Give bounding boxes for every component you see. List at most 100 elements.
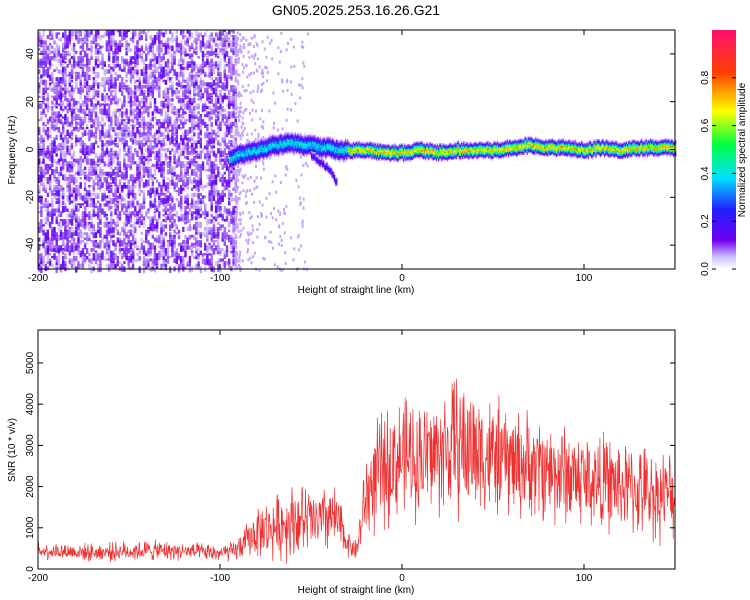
spectrogram-signal-cell (254, 145, 256, 148)
spectrogram-noise-cell (182, 261, 185, 264)
spectrogram-noise-cell (158, 111, 161, 114)
spectrogram-noise-cell (92, 232, 95, 237)
spectrogram-noise-cell (223, 48, 226, 54)
spectrogram-noise-cell (234, 228, 237, 232)
spectrogram-noise-cell (140, 219, 143, 225)
spectrogram-noise-cell (53, 169, 56, 174)
spectrogram-noise-cell (162, 213, 165, 217)
spectrogram-noise-cell (107, 29, 111, 37)
spectrogram-signal-cell (255, 161, 257, 164)
spectrogram-signal-cell (253, 140, 255, 142)
spectrogram-noise-cell (42, 203, 45, 208)
spectrogram-noise-cell (125, 150, 128, 154)
spectrogram-noise-cell (180, 85, 183, 88)
spectrogram-noise-cell (99, 213, 102, 220)
spectrogram-noise-cell (142, 82, 146, 89)
spectrogram-noise-cell (59, 171, 63, 177)
spectrogram-noise-cell (219, 192, 222, 200)
spectrogram-noise-cell (193, 200, 196, 206)
spectrogram-noise-cell (64, 229, 67, 235)
spectrogram-noise-cell (303, 64, 306, 68)
spectrogram-noise-cell (210, 77, 213, 81)
spectrogram-noise-cell (236, 128, 239, 132)
spectrogram-noise-cell (239, 137, 242, 141)
spectrogram-signal-cell (231, 159, 233, 161)
spectrogram-noise-cell (290, 65, 293, 69)
spectrogram-noise-cell (97, 221, 100, 228)
spectrogram-noise-cell (46, 87, 50, 90)
spectrogram-noise-cell (140, 174, 143, 179)
spectrogram-noise-cell (186, 177, 189, 184)
spectrogram-noise-cell (184, 205, 187, 213)
spectrogram-noise-cell (66, 129, 69, 136)
spectrogram-noise-cell (94, 35, 98, 42)
spectrogram-noise-cell (134, 184, 137, 189)
spectrogram-signal-cell (237, 159, 240, 161)
spectrogram-noise-cell (223, 171, 226, 175)
spectrogram-noise-cell (79, 79, 82, 85)
spectrogram-noise-cell (195, 242, 198, 246)
spectrogram-noise-cell (240, 125, 243, 129)
spectrogram-noise-cell (261, 88, 264, 92)
spectrogram-noise-cell (237, 185, 239, 189)
spectrogram-noise-cell (164, 153, 168, 158)
spectrogram-noise-cell (88, 184, 91, 188)
spectrogram-noise-cell (107, 205, 111, 211)
spectrogram-signal-cell (229, 169, 231, 172)
spectrogram-noise-cell (162, 171, 165, 178)
spectrogram-noise-cell (173, 203, 176, 210)
spectrogram-noise-cell (114, 45, 117, 51)
spectrogram-noise-cell (153, 37, 157, 44)
spectrogram-noise-cell (131, 69, 135, 75)
spectrogram-noise-cell (232, 250, 235, 257)
spectrogram-noise-cell (55, 148, 58, 153)
spectrogram-noise-cell (195, 192, 198, 197)
spectrogram-signal-cell (253, 151, 255, 154)
spectrogram-noise-cell (225, 245, 229, 253)
spectrogram-signal-cell (238, 150, 241, 153)
spectrogram-noise-cell (83, 166, 87, 170)
spectrogram-signal-cell (229, 155, 231, 157)
spectrogram-noise-cell (206, 232, 209, 239)
spectrogram-noise-cell (79, 90, 82, 95)
spectrogram-noise-cell (193, 132, 196, 137)
spectrogram-noise-cell (237, 178, 240, 182)
spectrogram-noise-cell (134, 216, 137, 221)
spectrogram-noise-cell (294, 101, 297, 105)
spectrogram-noise-cell (40, 58, 43, 66)
spectrogram-noise-cell (223, 53, 226, 59)
spectrogram-noise-cell (158, 156, 161, 162)
spectrogram-noise-cell (151, 37, 154, 43)
spectrogram-noise-cell (79, 137, 82, 140)
spectrogram-noise-cell (136, 253, 139, 256)
spectrogram-noise-cell (199, 163, 202, 168)
spectrogram-noise-cell (230, 111, 233, 118)
spectrogram-noise-cell (110, 237, 113, 243)
spectrogram-noise-cell (147, 248, 150, 252)
spectrogram-noise-cell (53, 48, 56, 52)
spectrogram-noise-cell (197, 240, 200, 247)
spectrogram-noise-cell (55, 245, 58, 251)
spectrogram-noise-cell (99, 82, 102, 87)
spectrogram-noise-cell (68, 132, 71, 135)
spectrogram-noise-cell (184, 53, 187, 57)
spectrogram-noise-cell (51, 63, 54, 67)
spectrogram-noise-cell (219, 198, 222, 205)
spectrogram-noise-cell (188, 92, 192, 99)
spectrogram-signal-cell (229, 152, 231, 154)
spectrogram-noise-cell (64, 106, 67, 110)
spectrogram-noise-cell (166, 258, 170, 264)
spectrogram-noise-cell (88, 90, 91, 93)
spectrogram-noise-cell (162, 263, 165, 270)
spectrogram-noise-cell (247, 43, 250, 46)
spectrogram-noise-cell (90, 232, 93, 235)
spectrogram-noise-cell (90, 45, 93, 53)
spectrogram-noise-cell (208, 111, 211, 115)
spectrogram-noise-cell (140, 113, 143, 121)
spectrogram-noise-cell (232, 187, 235, 191)
spectrogram-noise-cell (53, 140, 56, 144)
spectrogram-noise-cell (62, 90, 65, 94)
spectrogram-noise-cell (46, 182, 50, 185)
spectrogram-noise-cell (44, 148, 47, 153)
spectrogram-noise-cell (66, 90, 69, 93)
